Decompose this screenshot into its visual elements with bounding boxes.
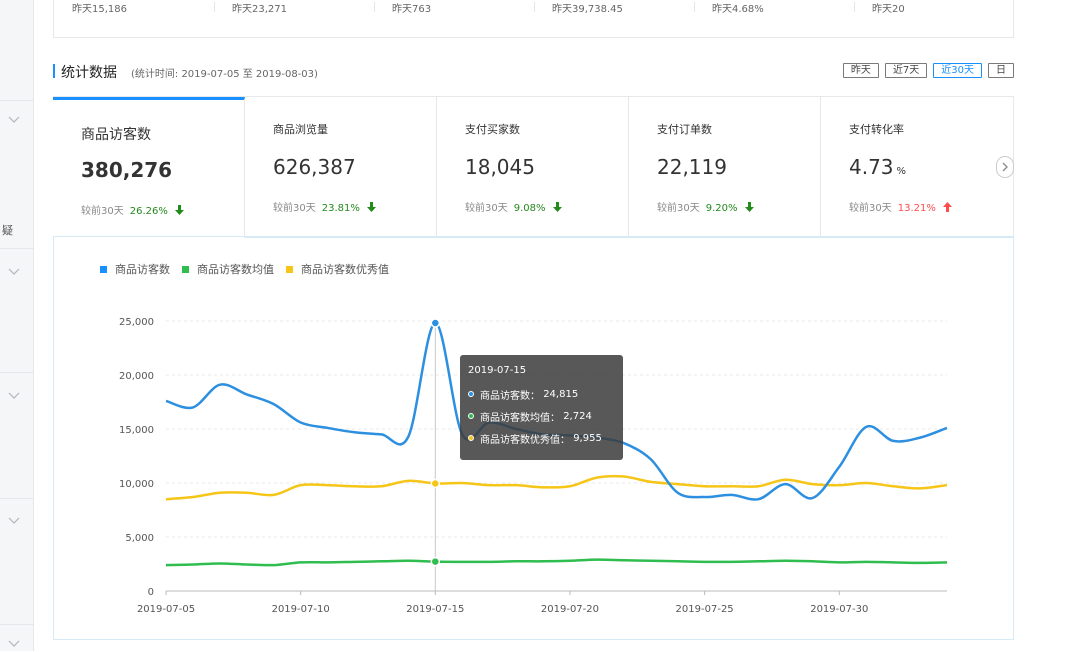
divider [214, 2, 215, 12]
metric-compare: 较前30天 9.20% [657, 199, 754, 215]
metric-card-buyers[interactable]: 支付买家数 18,045 较前30天 9.08% [437, 97, 629, 238]
sidebar-label: 疑 [2, 224, 13, 237]
y-tick-label: 15,000 [119, 425, 154, 436]
divider [854, 2, 855, 12]
x-tick-label: 2019-07-05 [137, 604, 195, 615]
x-tick-label: 2019-07-20 [541, 604, 599, 615]
metric-value: 18,045 [465, 155, 535, 179]
metric-compare: 较前30天 9.08% [465, 199, 562, 215]
chevron-down-icon[interactable] [8, 517, 20, 529]
tooltip-row: 商品访客数优秀值： 9,955 [468, 427, 615, 449]
section-subtitle: (统计时间: 2019-07-05 至 2019-08-03) [131, 69, 318, 80]
metric-card-visitors[interactable]: 商品访客数 380,276 较前30天 26.26% [53, 97, 245, 238]
sidebar-divider [0, 624, 34, 625]
date-range-selector: 昨天 近7天 近30天 日 [842, 63, 1014, 78]
highlight-point [430, 556, 441, 567]
tooltip-dot [468, 435, 474, 441]
sidebar-divider [0, 100, 34, 101]
sidebar: 疑 [0, 0, 34, 651]
range-yesterday-button[interactable]: 昨天 [842, 63, 879, 78]
sidebar-divider [0, 372, 34, 373]
y-tick-label: 20,000 [119, 371, 154, 382]
sidebar-divider [0, 248, 34, 249]
metric-compare: 较前30天 13.21% [849, 199, 953, 215]
arrow-down-icon [175, 205, 185, 218]
sidebar-divider [0, 498, 34, 499]
x-tick-label: 2019-07-25 [676, 604, 734, 615]
chart-legend: 商品访客数 商品访客数均值 商品访客数优秀值 [100, 261, 389, 277]
metric-label: 支付转化率 [849, 123, 904, 136]
legend-swatch [286, 265, 293, 273]
chevron-down-icon[interactable] [8, 268, 20, 280]
divider [374, 2, 375, 12]
arrow-down-icon [552, 202, 562, 215]
y-tick-label: 5,000 [125, 533, 154, 544]
metric-card-conversion[interactable]: 支付转化率 4.73% 较前30天 13.21% [821, 97, 1013, 238]
range-30days-button[interactable]: 近30天 [933, 63, 982, 78]
metric-label: 支付订单数 [657, 123, 712, 136]
metric-compare: 较前30天 26.26% [81, 202, 185, 218]
chart-tooltip: 2019-07-15 商品访客数： 24,815 商品访客数均值： 2,724 … [460, 355, 623, 460]
metric-value: 4.73% [849, 155, 907, 179]
legend-item-visitors[interactable]: 商品访客数 [100, 261, 170, 277]
section-title: 统计数据 [61, 65, 117, 81]
x-tick-label: 2019-07-10 [272, 604, 330, 615]
tooltip-row: 商品访客数： 24,815 [468, 383, 615, 405]
metric-compare: 较前30天 23.81% [273, 199, 377, 215]
top-summary-card: 昨天15,186 昨天23,271 昨天763 昨天39,738.45 昨天4.… [53, 0, 1014, 38]
range-7days-button[interactable]: 近7天 [884, 63, 928, 78]
legend-swatch [182, 265, 189, 273]
chevron-down-icon[interactable] [8, 116, 20, 128]
top-summary-item: 昨天763 [392, 4, 432, 15]
top-summary-item: 昨天15,186 [72, 4, 127, 15]
chart-container: 商品访客数 商品访客数均值 商品访客数优秀值 0 5,000 10,000 15,00… [53, 236, 1014, 640]
top-summary-item: 昨天4.68% [712, 4, 764, 15]
highlight-point [430, 478, 441, 489]
y-tick-label: 0 [148, 587, 154, 598]
legend-item-average[interactable]: 商品访客数均值 [182, 261, 274, 277]
top-summary-item: 昨天20 [872, 4, 905, 15]
top-summary-item: 昨天23,271 [232, 4, 287, 15]
metric-label: 商品访客数 [81, 127, 151, 143]
y-tick-label: 25,000 [119, 317, 154, 328]
x-tick-label: 2019-07-15 [406, 604, 464, 615]
divider [534, 2, 535, 12]
section-accent-bar [53, 64, 55, 78]
arrow-down-icon [744, 202, 754, 215]
legend-item-excellent[interactable]: 商品访客数优秀值 [286, 261, 389, 277]
metric-value: 380,276 [81, 158, 173, 182]
arrow-down-icon [367, 202, 377, 215]
metric-label: 商品浏览量 [273, 123, 328, 136]
chevron-down-icon[interactable] [8, 392, 20, 404]
chevron-right-icon[interactable] [996, 156, 1014, 178]
metric-card-pageviews[interactable]: 商品浏览量 626,387 较前30天 23.81% [245, 97, 437, 238]
highlight-point [430, 318, 441, 328]
metric-value: 626,387 [273, 155, 356, 179]
metric-value: 22,119 [657, 155, 727, 179]
top-summary-item: 昨天39,738.45 [552, 4, 623, 15]
y-tick-label: 10,000 [119, 479, 154, 490]
chevron-down-icon[interactable] [8, 640, 20, 652]
metrics-row: 商品访客数 380,276 较前30天 26.26% 商品浏览量 626,387 … [53, 96, 1014, 238]
x-tick-label: 2019-07-30 [810, 604, 868, 615]
tooltip-dot [468, 391, 474, 397]
metric-label: 支付买家数 [465, 123, 520, 136]
tooltip-dot [468, 413, 474, 419]
tooltip-date: 2019-07-15 [468, 365, 527, 376]
tooltip-row: 商品访客数均值： 2,724 [468, 405, 615, 427]
legend-swatch [100, 265, 107, 273]
range-day-button[interactable]: 日 [988, 63, 1014, 78]
metric-card-orders[interactable]: 支付订单数 22,119 较前30天 9.20% [629, 97, 821, 238]
divider [694, 2, 695, 12]
arrow-up-icon [943, 202, 953, 215]
series-line-excellent [165, 474, 948, 501]
series-line-average [165, 558, 948, 567]
